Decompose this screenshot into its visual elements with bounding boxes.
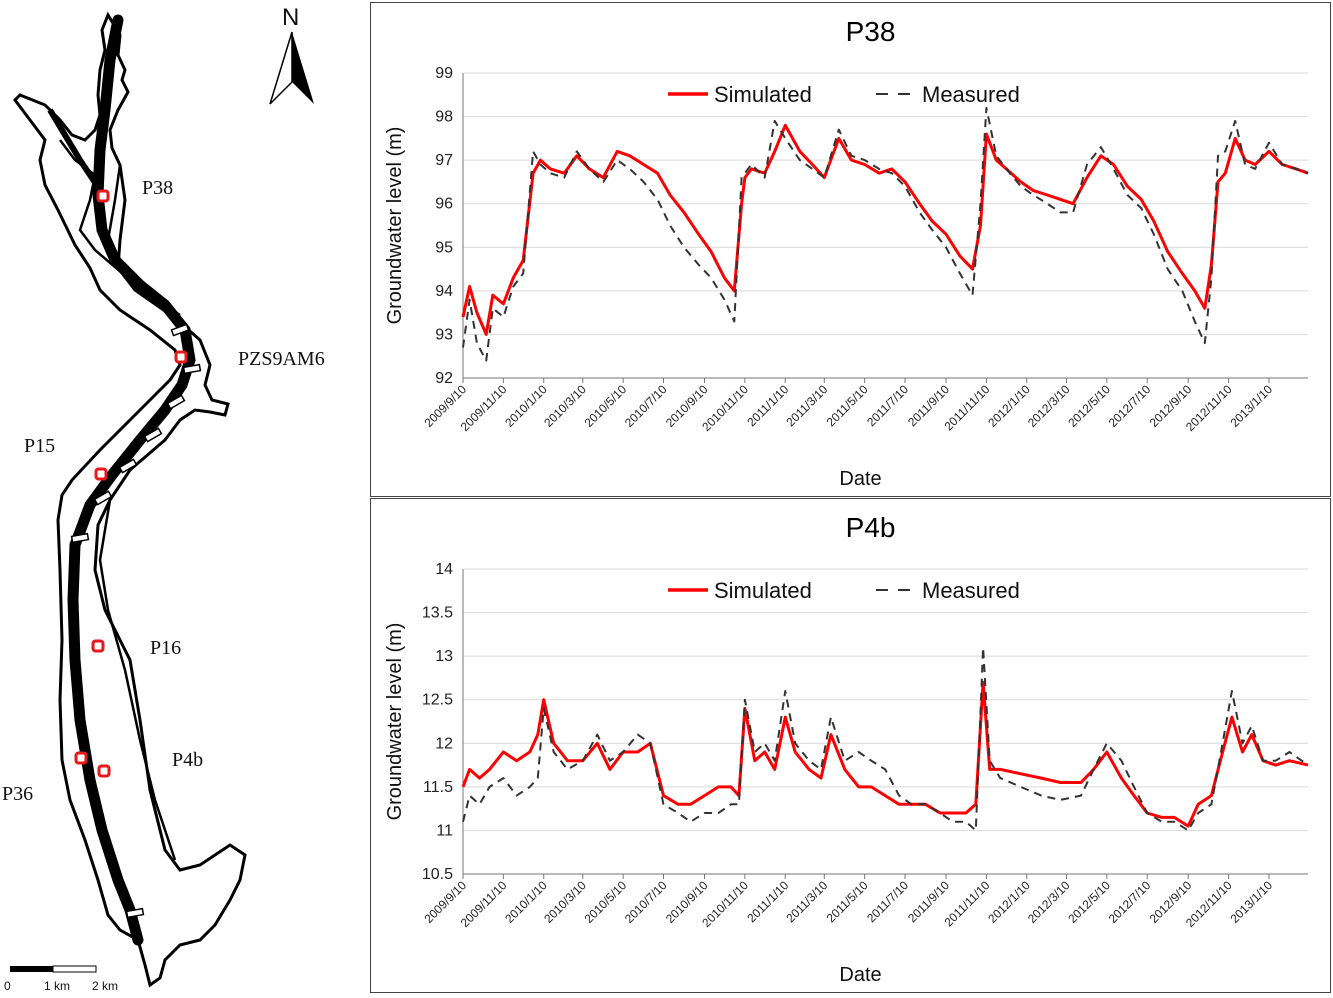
- y-tick-label: 13: [435, 648, 453, 665]
- y-tick-label: 96: [435, 196, 453, 213]
- well-marker-p16: [91, 639, 105, 653]
- legend-label-simulated: Simulated: [714, 578, 812, 603]
- y-tick-label: 12: [435, 735, 453, 752]
- legend-label-measured: Measured: [922, 82, 1020, 107]
- y-tick-label: 11: [436, 822, 453, 839]
- well-marker-p4b: [97, 764, 111, 778]
- x-tick-label: 2012/3/10: [1025, 878, 1073, 926]
- river-upper-branch: [47, 108, 103, 192]
- well-label-p16: P16: [150, 637, 181, 659]
- legend-label-measured: Measured: [922, 578, 1020, 603]
- well-label-p36: P36: [2, 783, 33, 805]
- y-tick-label: 12.5: [422, 692, 453, 709]
- section-marker: [93, 490, 113, 506]
- series-line-simulated: [461, 123, 1309, 336]
- section-marker: [143, 427, 163, 443]
- x-tick-label: 2010/5/10: [582, 382, 630, 430]
- y-tick-label: 95: [435, 239, 453, 256]
- x-tick-label: 2010/3/10: [541, 382, 589, 430]
- well-label-p4b: P4b: [172, 749, 203, 771]
- aquifer-inner-lower-line: [98, 499, 177, 861]
- river-channel: [67, 14, 196, 946]
- section-marker: [125, 907, 145, 919]
- y-tick-label: 97: [435, 152, 453, 169]
- well-marker-p38: [96, 189, 110, 203]
- series-line-simulated: [461, 680, 1309, 828]
- section-marker: [118, 458, 138, 474]
- x-tick-label: 2013/1/10: [1227, 878, 1275, 926]
- well-marker-pzs9am6: [174, 350, 188, 364]
- x-tick-label: 2010/3/10: [541, 878, 589, 926]
- y-tick-label: 92: [435, 370, 453, 387]
- chart-p38: P3892939495969798992009/9/102009/11/1020…: [384, 16, 1309, 490]
- x-tick-label: 2011/3/10: [783, 878, 830, 925]
- y-tick-label: 99: [435, 65, 453, 82]
- series-line-measured: [462, 106, 1309, 362]
- chart-title: P4b: [846, 512, 896, 543]
- well-markers: P38 PZS9AM6 P15 P16 P4b P36: [2, 177, 325, 805]
- y-tick-label: 10.5: [422, 866, 453, 883]
- north-arrow-icon: [269, 31, 314, 105]
- x-tick-label: 2012/1/10: [985, 382, 1033, 430]
- study-area-map: N P38 PZS9AM6 P15 P16 P4b P36 0 1 km 2 km: [2, 4, 325, 993]
- x-tick-label: 2011/7/10: [864, 382, 911, 429]
- section-marker: [70, 532, 90, 544]
- north-label: N: [282, 4, 299, 31]
- x-tick-label: 2012/7/10: [1106, 382, 1154, 430]
- section-marker: [182, 363, 202, 375]
- x-tick-label: 2012/1/10: [985, 878, 1033, 926]
- aquifer-boundary-outline: [13, 11, 247, 988]
- x-tick-label: 2011/1/10: [744, 382, 791, 429]
- y-axis-label: Groundwater level (m): [384, 127, 406, 325]
- well-marker-p15: [94, 467, 108, 481]
- well-label-pzs9am6: PZS9AM6: [238, 348, 325, 370]
- x-tick-label: 2012/5/10: [1065, 878, 1113, 926]
- well-label-p38: P38: [142, 177, 173, 199]
- y-axis-label: Groundwater level (m): [384, 623, 406, 821]
- aquifer-inner-left-line: [59, 139, 191, 331]
- chart-title: P38: [846, 16, 896, 47]
- x-tick-label: 2011/3/10: [783, 382, 830, 429]
- legend: Simulated Measured: [668, 578, 1020, 603]
- section-marker: [170, 323, 190, 337]
- y-tick-label: 94: [435, 283, 453, 300]
- chart-panel-p38: P38 92 93 94 95 96 97 98 99 2009/9/10 2009/11/10 20…: [370, 2, 1331, 497]
- scale-label-end: 2 km: [92, 979, 118, 993]
- y-tick-label: 13.5: [422, 605, 453, 622]
- x-tick-label: 2011/7/10: [864, 878, 911, 925]
- x-tick-label: 2013/1/10: [1227, 382, 1275, 430]
- well-label-p15: P15: [24, 435, 55, 457]
- x-tick-label: 2012/3/10: [1025, 382, 1073, 430]
- x-tick-label: 2011/1/10: [744, 878, 791, 925]
- x-axis-label: Date: [839, 468, 881, 490]
- chart-p4b: P4b10.51111.51212.51313.5142009/9/102009…: [384, 512, 1309, 986]
- x-tick-label: 2010/5/10: [582, 878, 630, 926]
- y-tick-label: 93: [435, 326, 453, 343]
- section-marker: [166, 394, 186, 410]
- series-line-measured: [462, 646, 1309, 832]
- chart-panel-p4b: P4b 10.5 11 11.5 12 12.5 13 13.5 14 2009/9/10 2009…: [370, 498, 1331, 993]
- scale-label-zero: 0: [4, 979, 11, 993]
- x-tick-label: 2010/7/10: [622, 878, 670, 926]
- y-tick-label: 14: [435, 561, 453, 578]
- x-tick-label: 2012/5/10: [1065, 382, 1113, 430]
- y-tick-label: 98: [435, 109, 453, 126]
- x-tick-label: 2012/7/10: [1106, 878, 1154, 926]
- scale-label-mid: 1 km: [44, 979, 70, 993]
- x-tick-label: 2011/5/10: [824, 878, 871, 925]
- y-tick-label: 11.5: [423, 779, 453, 796]
- x-tick-label: 2011/5/10: [824, 382, 871, 429]
- legend: Simulated Measured: [668, 82, 1020, 107]
- x-axis-label: Date: [839, 964, 881, 986]
- legend-label-simulated: Simulated: [714, 82, 812, 107]
- x-tick-label: 2010/7/10: [622, 382, 670, 430]
- well-marker-p36: [74, 751, 88, 765]
- river-section-markers: [70, 323, 202, 919]
- scale-bar: 0 1 km 2 km: [4, 965, 118, 993]
